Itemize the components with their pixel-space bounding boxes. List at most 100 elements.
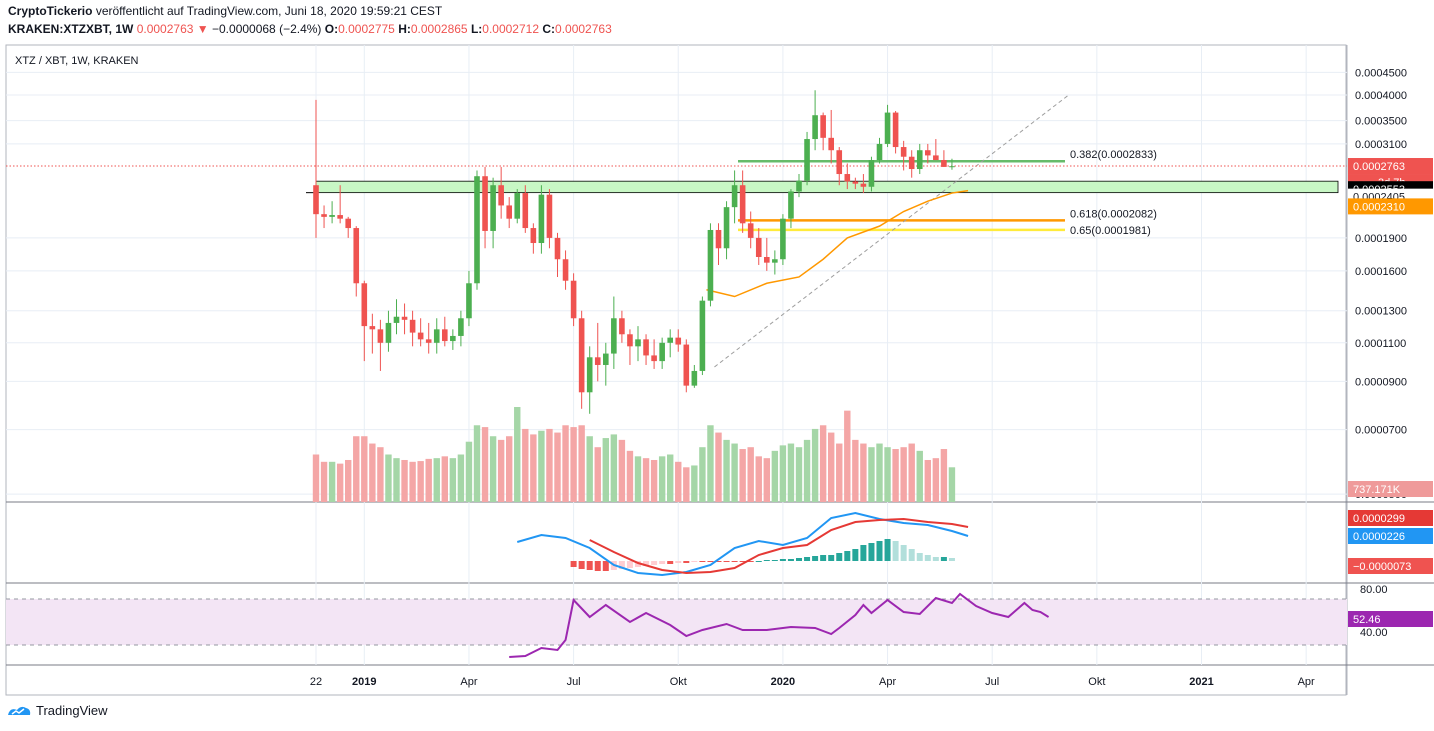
macd-histogram-bar [884,539,891,561]
macd-line [516,511,969,577]
volume-bar [658,456,666,502]
volume-bar [385,454,392,502]
candle-body [530,228,537,244]
down-arrow-icon: ▼ [196,22,209,36]
candle-body [828,137,834,151]
macd-histogram-bar [924,555,931,561]
candle-body [409,319,416,333]
macd-histogram-bar [755,561,762,562]
last-price: 0.0002763 [136,22,194,36]
candle-body [796,180,802,192]
volume-bar [634,456,642,502]
candle-body [884,112,891,144]
volume-bar [650,459,658,502]
volume-bar [465,441,473,502]
macd-histogram-bar [675,561,682,563]
y-tick-label: 0.0001100 [1355,338,1406,350]
volume-bar [594,447,601,502]
candle-body [594,357,601,365]
last-price-tag: 0.0002763 [1353,161,1405,173]
macd-histogram-bar [892,541,899,561]
candle-body [860,183,867,187]
candle-body [369,326,376,330]
volume-bar [530,434,537,502]
candle-body [506,205,512,219]
macd-histogram-bar [787,559,794,561]
candle-body [667,337,673,343]
volume-bar [795,447,803,502]
volume-bar [481,427,489,502]
candle-body [442,329,448,342]
candle-body [586,357,593,393]
candle-body [715,229,722,249]
volume-bar [578,425,585,502]
candle-body [635,339,641,347]
volume-bar [715,432,722,502]
candle-body [321,214,327,217]
candle-body [675,337,682,345]
candle-body [353,228,360,284]
volume-bar [353,436,360,502]
tradingview-brand: TradingView [36,703,108,718]
volume-bar [739,449,746,502]
volume-bar [787,443,795,502]
publish-header: CryptoTickerio veröffentlicht auf Tradin… [8,4,442,18]
rsi-tick-40: 40.00 [1360,627,1388,639]
candle-body [868,160,875,187]
volume-bar [642,458,650,502]
high-value: 0.0002865 [410,22,468,36]
volume-bar [747,447,754,502]
low-label: L: [470,22,483,36]
volume-bar [345,459,352,502]
volume-bar [852,439,859,502]
volume-bar [924,459,931,502]
volume-bar [819,425,827,502]
ohlc-header: KRAKEN:XTZXBT, 1W 0.0002763 ▼ −0.0000068… [8,22,612,36]
tradingview-footer[interactable]: TradingView [6,703,108,718]
y-tick-label: 0.0004000 [1355,90,1407,102]
macd-signal-tag: 0.0000299 [1353,513,1405,525]
macd-histogram-bar [804,557,811,561]
candle-body [433,329,440,343]
y-tick-label: 0.0001600 [1355,266,1407,278]
candle-body [538,194,545,244]
candle-body [908,156,915,170]
x-tick-label: Apr [879,676,896,688]
y-tick-label: 0.0004500 [1355,67,1407,79]
candle-body [578,318,585,393]
candle-body [820,115,826,138]
macd-histogram-bar [699,561,706,562]
y-tick-label: 0.0000900 [1355,376,1407,388]
x-tick-label: Apr [1298,676,1315,688]
candle-body [546,194,553,238]
candle-body [691,370,698,386]
macd-histogram-bar [828,555,835,561]
ma-tag-bg [1348,198,1433,215]
volume-bar [860,443,867,502]
volume-bar [916,450,923,502]
volume-bar [948,467,956,502]
volume-bar [618,439,626,502]
open-value: 0.0002775 [338,22,395,36]
volume-bar [723,439,730,502]
macd-histogram-bar [626,561,633,568]
x-tick-label: Apr [460,676,477,688]
trendline [714,94,1069,368]
candle-body [611,318,617,354]
publisher-name[interactable]: CryptoTickerio [8,4,93,18]
volume-bar [691,465,698,502]
candle-body [562,259,569,281]
candle-body [401,316,408,320]
candle-body [739,185,746,224]
open-label: O: [324,22,339,36]
volume-bar [328,461,336,502]
volume-bar [336,463,344,502]
candle-body [337,215,343,219]
macd-histogram-bar [796,558,802,561]
macd-histogram-bar [618,561,625,569]
y-tick-label: 0.0001900 [1355,233,1407,245]
volume-bar [868,447,875,502]
volume-bar [369,443,376,502]
candle-body [723,207,730,249]
